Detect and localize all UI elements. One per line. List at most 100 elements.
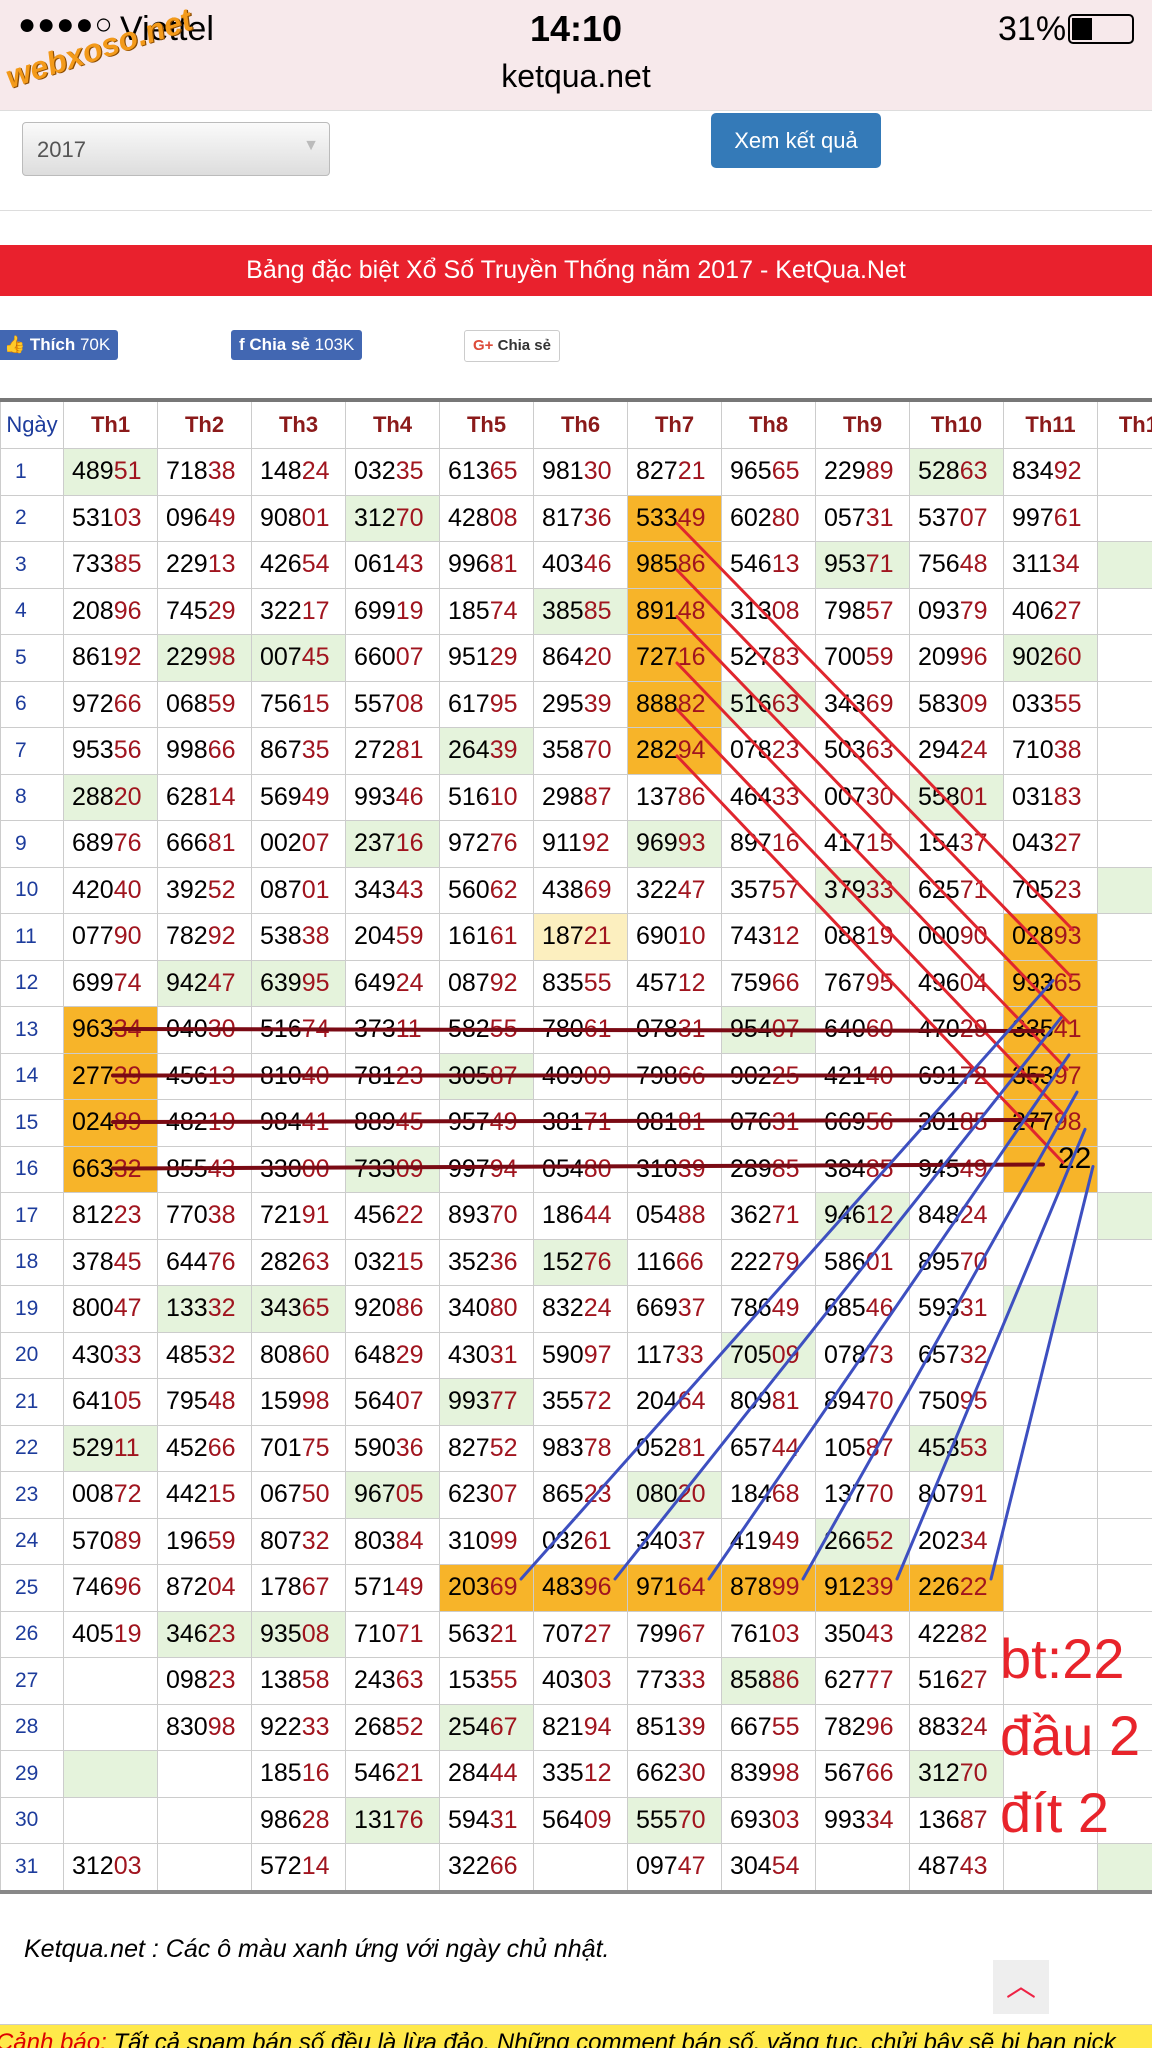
tail-digits: 09: [959, 689, 988, 718]
head-digits: 305: [448, 1061, 490, 1090]
result-cell: 99365: [1003, 959, 1098, 1007]
share-button[interactable]: f Chia sẻ 103K: [231, 330, 363, 360]
year-select[interactable]: 2017 ▼: [22, 122, 330, 176]
result-cell: 25467: [439, 1703, 534, 1751]
tail-digits: 89: [865, 457, 894, 486]
result-cell: 30454: [721, 1843, 816, 1892]
head-digits: 705: [1012, 875, 1054, 904]
result-cell: 08819: [815, 913, 910, 961]
tail-digits: 43: [395, 550, 424, 579]
tail-digits: 96: [113, 1573, 142, 1602]
head-digits: 623: [448, 1480, 490, 1509]
result-cell: 31308: [721, 587, 816, 635]
head-digits: 358: [542, 736, 584, 765]
tail-digits: 47: [113, 1294, 142, 1323]
result-cell: [1003, 1378, 1098, 1426]
head-digits: 137: [824, 1480, 866, 1509]
result-cell: [1003, 1564, 1098, 1612]
tail-digits: 38: [207, 457, 236, 486]
tail-digits: 19: [865, 922, 894, 951]
head-digits: 954: [730, 1015, 772, 1044]
head-digits: 076: [730, 1108, 772, 1137]
result-cell: 65744: [721, 1424, 816, 1472]
result-cell: 45353: [909, 1424, 1004, 1472]
head-digits: 343: [260, 1294, 302, 1323]
day-cell: 19: [0, 1285, 64, 1333]
head-digits: 229: [166, 643, 208, 672]
result-cell: 90801: [251, 494, 346, 542]
banner: Bảng đặc biệt Xổ Số Truyền Thống năm 201…: [0, 245, 1152, 296]
tail-digits: 66: [113, 689, 142, 718]
day-cell: 1: [0, 448, 64, 496]
result-cell: 34343: [345, 866, 440, 914]
column-header: Th9: [815, 399, 910, 449]
result-cell: [1097, 1564, 1152, 1612]
head-digits: 421: [824, 1061, 866, 1090]
head-digits: 963: [72, 1015, 114, 1044]
head-digits: 385: [542, 596, 584, 625]
result-cell: 57214: [251, 1843, 346, 1892]
result-cell: 66937: [627, 1285, 722, 1333]
url[interactable]: ketqua.net: [501, 58, 651, 94]
day-cell: 31: [0, 1843, 64, 1892]
result-cell: 00090: [909, 913, 1004, 961]
head-digits: 422: [918, 1619, 960, 1648]
head-digits: 693: [730, 1805, 772, 1834]
head-digits: 097: [636, 1852, 678, 1881]
tail-digits: 59: [207, 689, 236, 718]
head-digits: 533: [636, 503, 678, 532]
result-cell: 66007: [345, 634, 440, 682]
result-cell: 26852: [345, 1703, 440, 1751]
head-digits: 032: [542, 1526, 584, 1555]
tail-digits: 49: [489, 1108, 518, 1137]
column-header: Th12: [1097, 399, 1152, 449]
head-digits: 096: [166, 503, 208, 532]
tail-digits: 29: [959, 1015, 988, 1044]
result-cell: 96334: [63, 1006, 158, 1054]
result-cell: 08701: [251, 866, 346, 914]
table-row: 19 80047 13332 34365 92086 34080 83224 66937 786…: [0, 1285, 1152, 1333]
head-digits: 893: [448, 1201, 490, 1230]
result-cell: 65732: [909, 1331, 1004, 1379]
tail-digits: 95: [301, 968, 330, 997]
head-digits: 137: [636, 782, 678, 811]
table-row: 3 73385 22913 42654 06143 99681 40346 98586 5461…: [0, 541, 1152, 589]
result-cell: 03235: [345, 448, 440, 496]
table-row: 18 37845 64476 28263 03215 35236 15276 11666 222…: [0, 1238, 1152, 1286]
result-cell: [1097, 1378, 1152, 1426]
head-digits: 983: [542, 1433, 584, 1462]
head-digits: 707: [542, 1619, 584, 1648]
result-cell: 35572: [533, 1378, 628, 1426]
warning-label: Cảnh báo:: [0, 2029, 107, 2048]
tail-digits: 31: [489, 1805, 518, 1834]
head-digits: 196: [166, 1526, 208, 1555]
head-digits: 705: [730, 1340, 772, 1369]
head-digits: 756: [918, 550, 960, 579]
result-cell: 28985: [721, 1145, 816, 1193]
result-cell: [1097, 1285, 1152, 1333]
result-cell: 56409: [533, 1796, 628, 1844]
scroll-top[interactable]: ︿: [993, 1960, 1049, 2014]
head-digits: 438: [542, 875, 584, 904]
tail-digits: 40: [113, 875, 142, 904]
result-cell: 43869: [533, 866, 628, 914]
head-digits: 340: [636, 1526, 678, 1555]
result-cell: 71038: [1003, 727, 1098, 775]
tail-digits: 05: [395, 1480, 424, 1509]
gplus-button[interactable]: G+ Chia sẻ: [464, 330, 560, 362]
result-cell: 94247: [157, 959, 252, 1007]
submit-button[interactable]: Xem kết quả: [711, 113, 881, 168]
tail-digits: 03: [113, 1852, 142, 1881]
result-cell: [1097, 866, 1152, 914]
like-button[interactable]: 👍 Thích 70K: [0, 330, 119, 360]
tail-digits: 75: [301, 1433, 330, 1462]
result-cell: 81040: [251, 1052, 346, 1100]
tail-digits: 27: [1053, 596, 1082, 625]
result-cell: [1097, 1192, 1152, 1240]
table-row: 22 52911 45266 70175 59036 82752 98378 05281 657…: [0, 1424, 1152, 1472]
head-digits: 667: [730, 1712, 772, 1741]
result-cell: 75648: [909, 541, 1004, 589]
result-cell: 55708: [345, 680, 440, 728]
result-cell: 18574: [439, 587, 534, 635]
head-digits: 657: [730, 1433, 772, 1462]
